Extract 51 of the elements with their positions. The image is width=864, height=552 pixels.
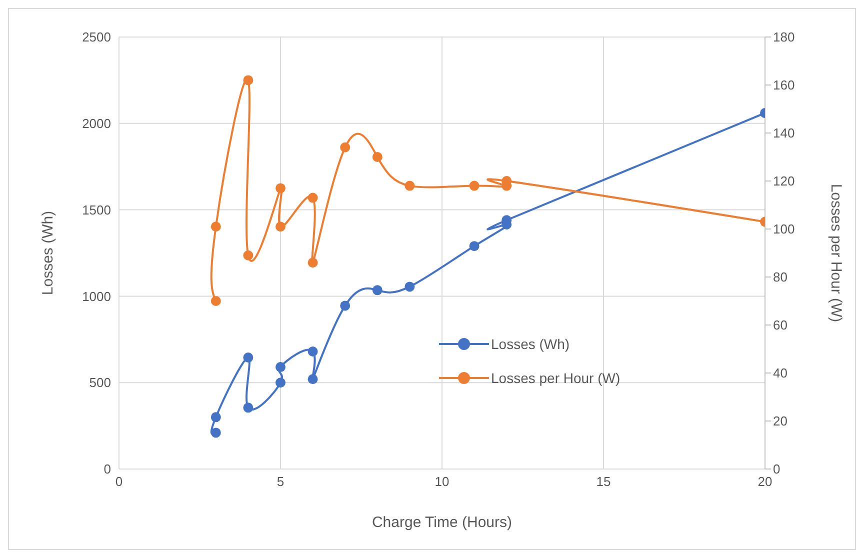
y2-tick-label: 0 xyxy=(773,462,780,477)
point xyxy=(308,374,318,384)
point xyxy=(340,142,350,152)
x-tick-label: 0 xyxy=(115,474,123,490)
point xyxy=(308,192,318,203)
point xyxy=(469,241,480,252)
point xyxy=(340,300,350,311)
y2-tick-label: 60 xyxy=(773,318,788,333)
y-tick-label: 1500 xyxy=(82,202,111,218)
point xyxy=(210,296,221,306)
y2-tick-label: 20 xyxy=(773,414,788,429)
point xyxy=(372,152,382,162)
x-tick-label: 5 xyxy=(276,474,284,490)
y-tick-label: 2500 xyxy=(82,30,111,45)
point xyxy=(308,346,318,356)
point xyxy=(404,282,415,292)
legend-label: Losses per Hour (W) xyxy=(491,370,620,386)
y-tick-label: 0 xyxy=(104,462,111,477)
point xyxy=(243,250,254,260)
y2-tick-label: 120 xyxy=(773,174,795,189)
legend-label: Losses (Wh) xyxy=(491,336,570,352)
y2-tick-label: 140 xyxy=(773,126,795,141)
y2-tick-label: 100 xyxy=(773,222,795,237)
chart-frame: 0 5 10 15 20 Charge Time (Hours) 0 500 1000 1500 2000 2500 Losses (Wh) 0 20 40 60 80 100 120 140 160 180 Losses per Hour (W) Losses (Wh) Losses per Hour (W) xyxy=(8,8,856,550)
point xyxy=(243,75,254,86)
y-axis-title: Losses (Wh) xyxy=(39,210,56,296)
y-tick-label: 500 xyxy=(89,375,111,390)
point xyxy=(210,428,221,438)
x-tick-label: 20 xyxy=(758,474,772,490)
point xyxy=(210,412,221,422)
point xyxy=(469,180,480,191)
y2-axis-title: Losses per Hour (W) xyxy=(828,184,845,322)
y2-tick-label: 80 xyxy=(773,270,788,285)
point xyxy=(243,402,254,413)
y2-tick-label: 40 xyxy=(773,366,788,381)
point xyxy=(308,258,318,268)
x-tick-label: 10 xyxy=(434,474,450,490)
point xyxy=(276,222,286,232)
y2-tick-label: 160 xyxy=(773,78,795,93)
y2-tick-label: 180 xyxy=(773,30,795,45)
point xyxy=(243,352,254,363)
point xyxy=(276,362,286,372)
point xyxy=(404,180,415,191)
x-axis-title: Charge Time (Hours) xyxy=(372,514,512,531)
point xyxy=(372,285,382,296)
point xyxy=(210,222,221,232)
point xyxy=(276,378,286,388)
x-tick-label: 15 xyxy=(596,474,611,490)
y-tick-label: 2000 xyxy=(82,116,111,132)
point xyxy=(276,183,286,194)
y-tick-label: 1000 xyxy=(82,288,111,304)
